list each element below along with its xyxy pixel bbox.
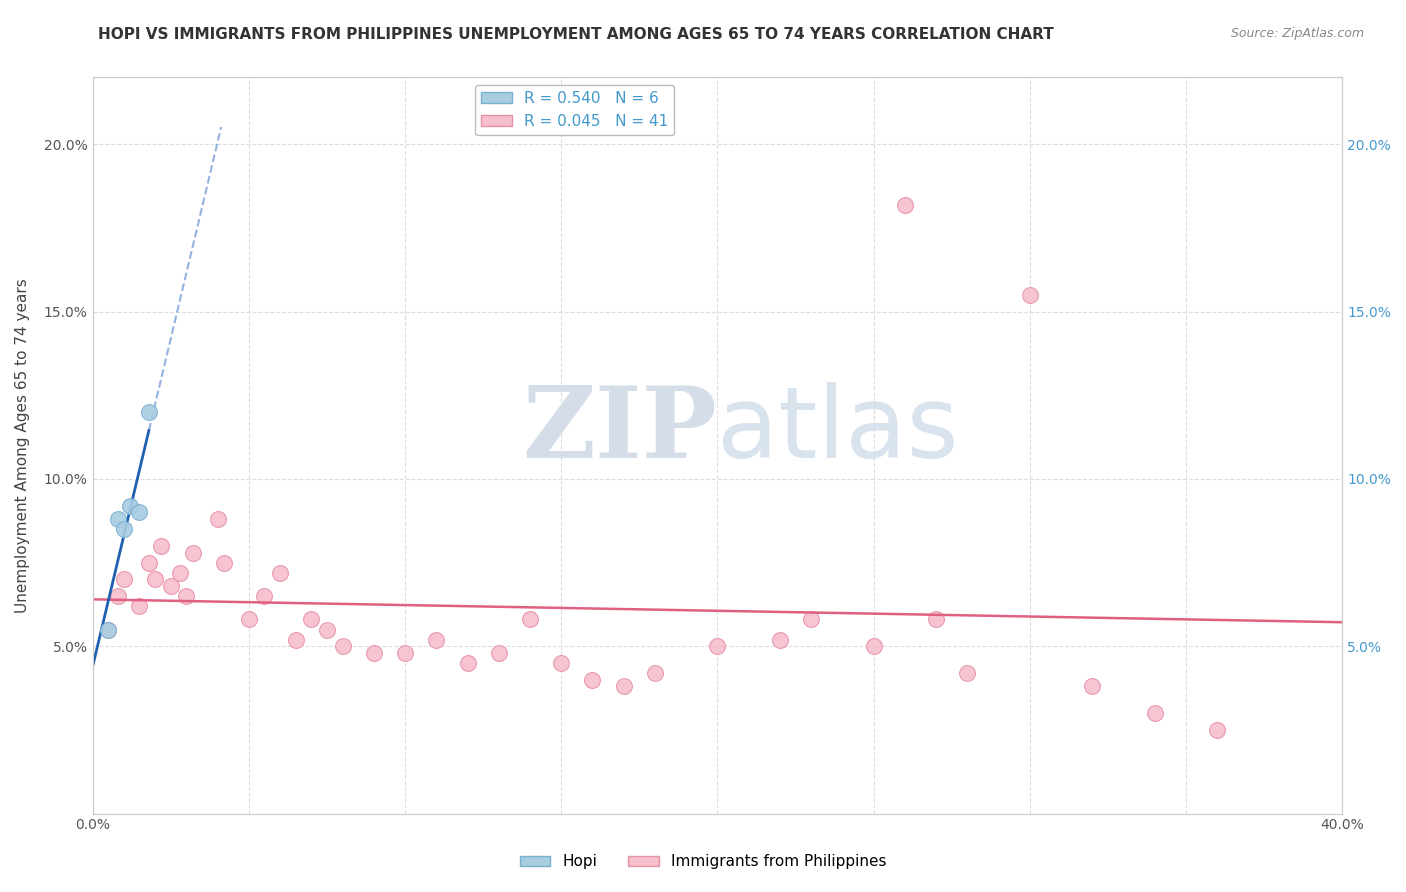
Point: [581, 673, 603, 687]
Point: [457, 656, 479, 670]
Point: [644, 665, 666, 680]
Point: [925, 612, 948, 626]
Point: [120, 499, 142, 513]
Point: [253, 589, 276, 603]
Point: [1143, 706, 1166, 721]
Point: [316, 623, 339, 637]
Text: HOPI VS IMMIGRANTS FROM PHILIPPINES UNEMPLOYMENT AMONG AGES 65 TO 74 YEARS CORRE: HOPI VS IMMIGRANTS FROM PHILIPPINES UNEM…: [98, 27, 1054, 42]
Point: [800, 612, 823, 626]
Point: [425, 632, 447, 647]
Legend: R = 0.540   N = 6, R = 0.045   N = 41: R = 0.540 N = 6, R = 0.045 N = 41: [475, 85, 675, 135]
Point: [207, 512, 229, 526]
Point: [181, 545, 204, 559]
Point: [550, 656, 572, 670]
Point: [159, 579, 181, 593]
Point: [706, 639, 728, 653]
Point: [212, 556, 235, 570]
Point: [176, 589, 198, 603]
Point: [138, 556, 160, 570]
Point: [269, 566, 291, 580]
Point: [1018, 288, 1040, 302]
Point: [97, 623, 120, 637]
Point: [284, 632, 307, 647]
Text: ZIP: ZIP: [523, 383, 717, 479]
Legend: Hopi, Immigrants from Philippines: Hopi, Immigrants from Philippines: [513, 848, 893, 875]
Point: [394, 646, 416, 660]
Point: [956, 665, 979, 680]
Point: [128, 505, 150, 519]
Point: [150, 539, 173, 553]
Point: [143, 572, 166, 586]
Point: [613, 680, 636, 694]
Point: [238, 612, 260, 626]
Point: [519, 612, 541, 626]
Point: [112, 522, 135, 536]
Point: [488, 646, 510, 660]
Point: [769, 632, 792, 647]
Point: [107, 589, 129, 603]
Y-axis label: Unemployment Among Ages 65 to 74 years: Unemployment Among Ages 65 to 74 years: [15, 278, 30, 613]
Point: [1081, 680, 1104, 694]
Text: atlas: atlas: [717, 383, 959, 479]
Point: [332, 639, 354, 653]
Point: [1206, 723, 1229, 737]
Point: [894, 197, 917, 211]
Point: [112, 572, 135, 586]
Point: [138, 405, 160, 419]
Point: [107, 512, 129, 526]
Point: [299, 612, 322, 626]
Point: [862, 639, 884, 653]
Point: [128, 599, 150, 613]
Point: [97, 623, 120, 637]
Point: [169, 566, 191, 580]
Text: Source: ZipAtlas.com: Source: ZipAtlas.com: [1230, 27, 1364, 40]
Point: [363, 646, 385, 660]
